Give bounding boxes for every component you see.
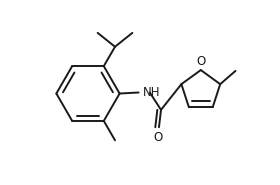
Text: O: O	[196, 55, 206, 68]
Text: O: O	[153, 131, 163, 144]
Text: NH: NH	[143, 86, 160, 99]
